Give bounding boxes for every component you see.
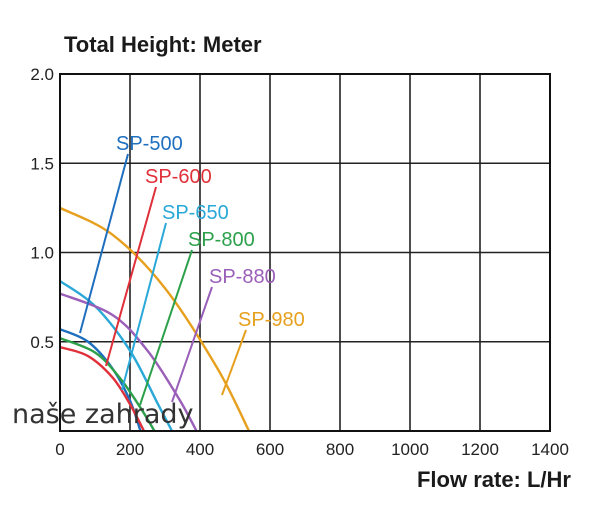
x-axis-label: Flow rate: L/Hr bbox=[417, 467, 571, 492]
x-tick-label: 400 bbox=[186, 440, 214, 459]
pointer-sp-600 bbox=[105, 186, 157, 367]
curve-sp-650 bbox=[60, 280, 174, 431]
x-tick-label: 1400 bbox=[531, 440, 569, 459]
curve-sp-880 bbox=[60, 292, 198, 431]
performance-curves bbox=[60, 206, 251, 431]
label-pointers bbox=[79, 153, 247, 406]
y-tick-label: 2.0 bbox=[30, 65, 54, 84]
y-tick-label: 1.5 bbox=[30, 154, 54, 173]
curve-sp-800 bbox=[60, 337, 156, 431]
y-tick-labels: 2.0 1.5 1.0 0.5 bbox=[30, 65, 54, 352]
watermark-text: naše zahrady bbox=[12, 399, 194, 430]
pointer-sp-500 bbox=[79, 153, 129, 334]
curve-sp-600 bbox=[60, 345, 146, 431]
series-label-sp-600: SP-600 bbox=[145, 166, 212, 188]
series-labels: SP-500 SP-600 SP-650 SP-800 SP-880 SP-980 bbox=[116, 133, 305, 331]
pointer-sp-880 bbox=[171, 286, 213, 403]
chart-title: Total Height: Meter bbox=[64, 32, 262, 57]
x-tick-label: 800 bbox=[326, 440, 354, 459]
x-tick-label: 0 bbox=[55, 440, 64, 459]
series-label-sp-500: SP-500 bbox=[116, 133, 183, 155]
pointer-sp-650 bbox=[121, 222, 167, 391]
y-tick-label: 1.0 bbox=[30, 244, 54, 263]
x-tick-label: 200 bbox=[116, 440, 144, 459]
series-label-sp-980: SP-980 bbox=[238, 309, 305, 331]
series-label-sp-880: SP-880 bbox=[209, 266, 276, 288]
curve-sp-980 bbox=[60, 206, 251, 431]
y-tick-label: 0.5 bbox=[30, 333, 54, 352]
series-label-sp-800: SP-800 bbox=[188, 229, 255, 251]
x-tick-label: 600 bbox=[256, 440, 284, 459]
pointer-sp-980 bbox=[221, 329, 247, 396]
grid-lines bbox=[60, 74, 550, 431]
x-tick-label: 1000 bbox=[391, 440, 429, 459]
pointer-sp-800 bbox=[139, 249, 193, 406]
series-label-sp-650: SP-650 bbox=[162, 202, 229, 224]
plot-frame bbox=[59, 73, 551, 432]
x-tick-label: 1200 bbox=[461, 440, 499, 459]
x-tick-labels: 0 200 400 600 800 1000 1200 1400 bbox=[55, 440, 569, 459]
